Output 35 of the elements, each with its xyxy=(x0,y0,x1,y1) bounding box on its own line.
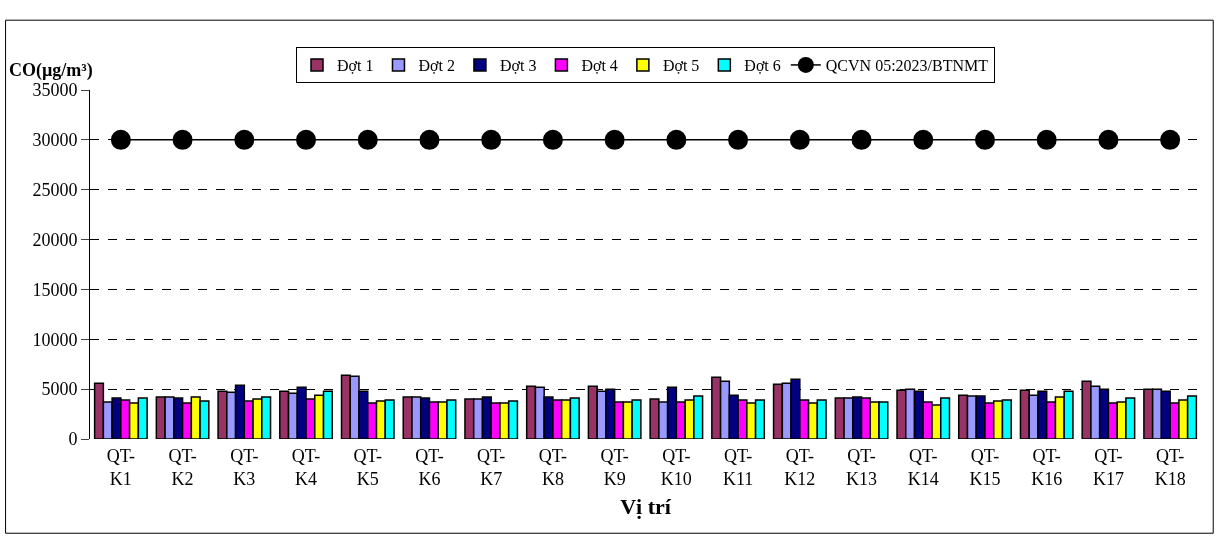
x-tick-label: QT-K2 xyxy=(168,445,197,489)
y-tick-label: 30000 xyxy=(32,130,78,151)
x-tick-label: QT-K6 xyxy=(415,445,444,489)
y-tick-label: 15000 xyxy=(32,279,78,300)
legend-label: QCVN 05:2023/BTNMT xyxy=(825,57,989,75)
y-tick-label: 10000 xyxy=(32,329,78,350)
y-tick-label: 25000 xyxy=(32,180,78,201)
legend-label: Đợt 3 xyxy=(499,57,537,75)
legend-label: Đợt 1 xyxy=(337,57,374,75)
x-tick-label: QT-K11 xyxy=(722,445,754,489)
y-tick-label: 35000 xyxy=(32,80,78,101)
x-axis-title: Vị trí xyxy=(620,493,672,519)
legend-label: Đợt 6 xyxy=(744,57,781,75)
y-axis-title: CO(µg/m³) xyxy=(9,60,93,81)
x-tick-label: QT-K4 xyxy=(291,445,321,489)
legend-label: Đợt 5 xyxy=(662,57,700,75)
x-tick-label: QT-K3 xyxy=(230,445,259,489)
x-tick-label: QT-K7 xyxy=(477,445,506,489)
x-tick-label: QT-K8 xyxy=(538,445,568,489)
x-tick-label: QT-K15 xyxy=(969,445,1001,489)
x-tick-label: QT-K5 xyxy=(353,445,382,489)
x-tick-label: QT-K10 xyxy=(660,445,692,489)
legend-label: Đợt 2 xyxy=(418,57,455,75)
y-tick-label: 20000 xyxy=(32,229,78,250)
legend-label: Đợt 4 xyxy=(581,57,618,75)
x-tick-label: QT-K13 xyxy=(846,445,878,489)
x-tick-label: QT-K12 xyxy=(784,445,816,489)
x-tick-label: QT-K1 xyxy=(106,445,136,489)
x-tick-label: QT-K18 xyxy=(1154,445,1186,489)
x-tick-label: QT-K16 xyxy=(1031,445,1063,489)
x-tick-label: QT-K9 xyxy=(600,445,629,489)
y-tick-label: 0 xyxy=(68,429,78,450)
x-tick-label: QT-K14 xyxy=(907,445,939,489)
x-tick-label: QT-K17 xyxy=(1092,445,1124,489)
y-tick-label: 5000 xyxy=(41,379,78,400)
